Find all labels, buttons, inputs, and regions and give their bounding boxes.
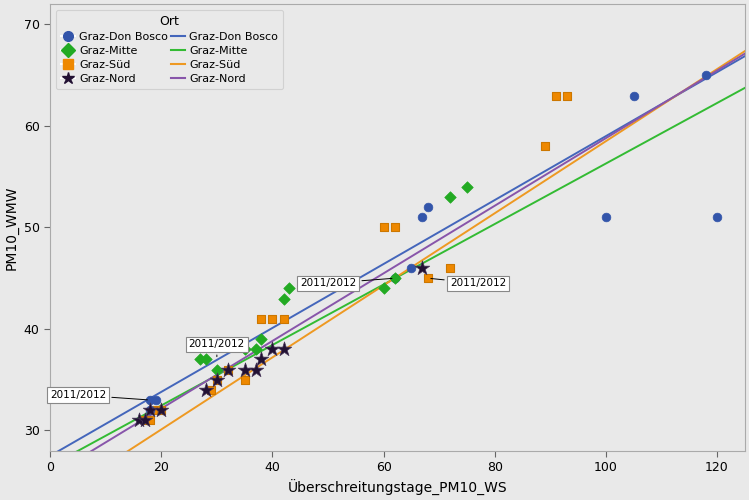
Point [377,284,389,292]
X-axis label: Überschreitungstage_PM10_WS: Überschreitungstage_PM10_WS [288,480,507,496]
Point [150,396,162,404]
Point [145,406,157,414]
Point [239,376,251,384]
Point [389,274,401,282]
Point [600,214,612,222]
Legend: Graz-Don Bosco, Graz-Mitte, Graz-Süd, Graz-Nord, Graz-Don Bosco, Graz-Mitte, Gra: Graz-Don Bosco, Graz-Mitte, Graz-Süd, Gr… [55,10,283,90]
Point [200,386,212,394]
Point [145,406,157,414]
Point [283,284,295,292]
Point [139,416,151,424]
Point [200,356,212,364]
Point [255,315,267,323]
Point [416,264,428,272]
Point [194,356,206,364]
Point [239,366,251,374]
Point [239,346,251,354]
Point [422,203,434,211]
Point [700,71,712,79]
Point [550,92,562,100]
Point [444,193,456,201]
Point [278,346,290,354]
Text: 2011/2012: 2011/2012 [300,278,392,288]
Point [561,92,573,100]
Point [211,376,223,384]
Point [267,346,279,354]
Point [711,214,723,222]
Point [389,274,401,282]
Point [155,406,167,414]
Point [145,416,157,424]
Point [211,366,223,374]
Point [150,406,162,414]
Point [422,274,434,282]
Point [278,294,290,302]
Point [222,366,234,374]
Point [249,346,261,354]
Point [205,386,217,394]
Point [155,406,167,414]
Text: 2011/2012: 2011/2012 [431,278,506,288]
Point [255,335,267,343]
Point [539,142,551,150]
Y-axis label: PM10_WMW: PM10_WMW [4,185,18,270]
Point [222,366,234,374]
Point [211,376,223,384]
Point [405,264,417,272]
Point [145,396,157,404]
Point [267,315,279,323]
Point [139,416,151,424]
Point [389,224,401,232]
Point [255,356,267,364]
Text: 2011/2012: 2011/2012 [189,339,245,356]
Text: 2011/2012: 2011/2012 [49,390,148,400]
Point [278,315,290,323]
Point [249,366,261,374]
Point [377,224,389,232]
Point [416,214,428,222]
Point [461,183,473,191]
Point [133,416,145,424]
Point [628,92,640,100]
Point [444,264,456,272]
